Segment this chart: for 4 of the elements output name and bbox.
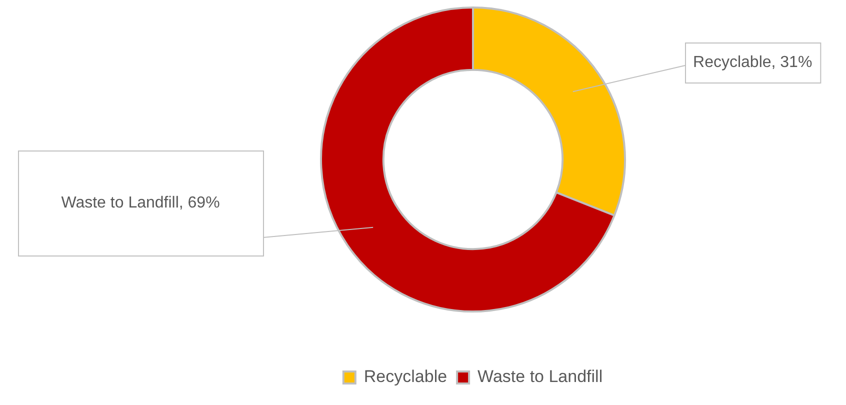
legend-label: Recyclable: [364, 367, 448, 386]
legend-label: Waste to Landfill: [478, 367, 603, 386]
data-label: Waste to Landfill, 69%: [61, 194, 220, 212]
data-label: Recyclable, 31%: [693, 54, 812, 71]
